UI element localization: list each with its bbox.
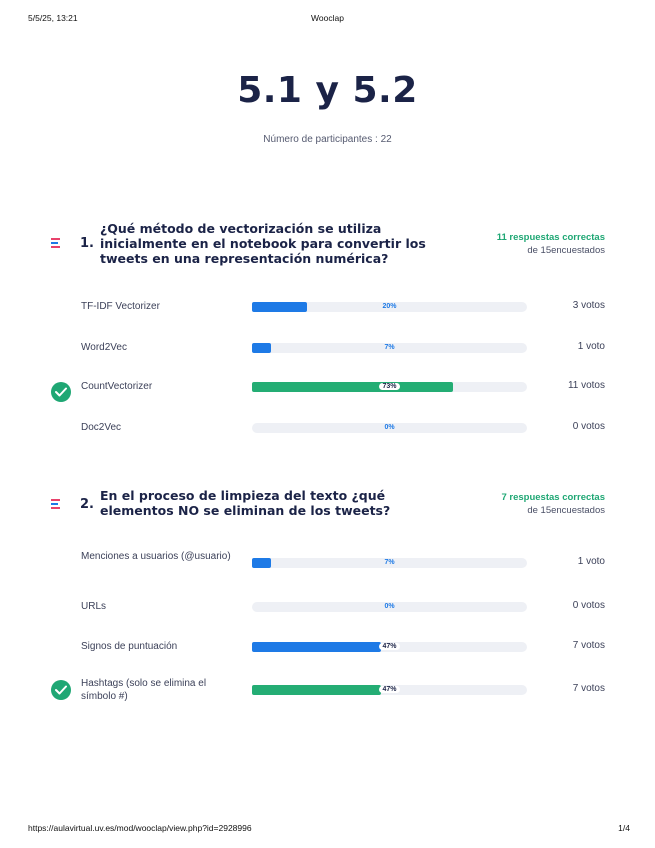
question-text: En el proceso de limpieza del texto ¿qué… bbox=[100, 488, 391, 518]
votes-count: 11 votos bbox=[567, 380, 605, 391]
question-stats: 11 respuestas correctas de 15encuestados bbox=[497, 231, 605, 257]
result-bar-fill bbox=[252, 302, 307, 312]
votes-count: 7 votos bbox=[572, 640, 605, 651]
multiple-choice-icon bbox=[51, 238, 63, 250]
option-label: Hashtags (solo se elimina el símbolo #) bbox=[81, 678, 207, 702]
option-label: Signos de puntuación bbox=[81, 641, 178, 652]
print-date: 5/5/25, 13:21 bbox=[28, 13, 78, 23]
check-circle-icon bbox=[51, 382, 71, 402]
result-bar-fill bbox=[252, 343, 272, 353]
correct-answers-count: 11 respuestas correctas bbox=[496, 232, 605, 243]
votes-count: 1 voto bbox=[577, 341, 605, 352]
result-bar-fill bbox=[252, 382, 453, 392]
question-text: ¿Qué método de vectorización se utiliza … bbox=[100, 221, 426, 266]
percent-label: 0% bbox=[384, 424, 395, 431]
answer-option: Menciones a usuarios (@usuario) 7% 1 vot… bbox=[0, 550, 655, 580]
page-url: https://aulavirtual.uv.es/mod/wooclap/vi… bbox=[28, 823, 252, 833]
respondents-count: de 15encuestados bbox=[527, 245, 605, 256]
multiple-choice-icon bbox=[51, 499, 63, 511]
result-bar: 7% bbox=[252, 558, 527, 568]
answer-option: Doc2Vec 0% 0 votos bbox=[0, 419, 655, 449]
answer-option: Signos de puntuación 47% 7 votos bbox=[0, 638, 655, 668]
percent-label: 20% bbox=[382, 303, 397, 310]
option-label: Word2Vec bbox=[81, 342, 127, 353]
percent-label: 47% bbox=[252, 685, 527, 695]
option-label: Doc2Vec bbox=[81, 422, 122, 433]
result-bar: 7% bbox=[252, 343, 527, 353]
participants-count: Número de participantes : 22 bbox=[263, 134, 392, 145]
question-number: 2. bbox=[80, 497, 94, 512]
votes-count: 0 votos bbox=[572, 421, 605, 432]
question-number: 1. bbox=[80, 236, 94, 251]
option-label: CountVectorizer bbox=[81, 381, 153, 392]
votes-count: 1 voto bbox=[577, 556, 605, 567]
page-number: 1/4 bbox=[618, 823, 630, 833]
print-title: Wooclap bbox=[311, 13, 344, 23]
result-bar-fill bbox=[252, 642, 382, 652]
respondents-count: de 15encuestados bbox=[527, 505, 605, 516]
percent-label: 7% bbox=[384, 559, 395, 566]
answer-option: TF-IDF Vectorizer 20% 3 votos bbox=[0, 298, 655, 328]
votes-count: 0 votos bbox=[572, 600, 605, 611]
percent-label: 0% bbox=[384, 603, 395, 610]
result-bar: 0% bbox=[252, 423, 527, 433]
check-circle-icon bbox=[51, 680, 71, 700]
answer-option: Hashtags (solo se elimina el símbolo #) … bbox=[0, 677, 655, 707]
percent-label: 47% bbox=[252, 642, 527, 652]
votes-count: 7 votos bbox=[572, 683, 605, 694]
result-bar: 20% bbox=[252, 302, 527, 312]
option-label: URLs bbox=[81, 601, 107, 612]
result-bar: 47% bbox=[252, 642, 527, 652]
correct-answers-count: 7 respuestas correctas bbox=[501, 492, 605, 503]
votes-count: 3 votos bbox=[572, 300, 605, 311]
answer-option: Word2Vec 7% 1 voto bbox=[0, 339, 655, 369]
percent-label: 73% bbox=[252, 382, 527, 392]
answer-option: URLs 0% 0 votos bbox=[0, 598, 655, 628]
question-stats: 7 respuestas correctas de 15encuestados bbox=[501, 491, 605, 517]
result-bar: 0% bbox=[252, 602, 527, 612]
result-bar-fill bbox=[252, 558, 272, 568]
answer-option: CountVectorizer 73% 11 votos bbox=[0, 378, 655, 408]
result-bar-fill bbox=[252, 685, 382, 695]
result-bar: 73% bbox=[252, 382, 527, 392]
option-label: TF-IDF Vectorizer bbox=[81, 301, 160, 312]
result-bar: 47% bbox=[252, 685, 527, 695]
page-title: 5.1 y 5.2 bbox=[237, 70, 418, 111]
percent-label: 7% bbox=[384, 344, 395, 351]
option-label: Menciones a usuarios (@usuario) bbox=[81, 551, 231, 562]
